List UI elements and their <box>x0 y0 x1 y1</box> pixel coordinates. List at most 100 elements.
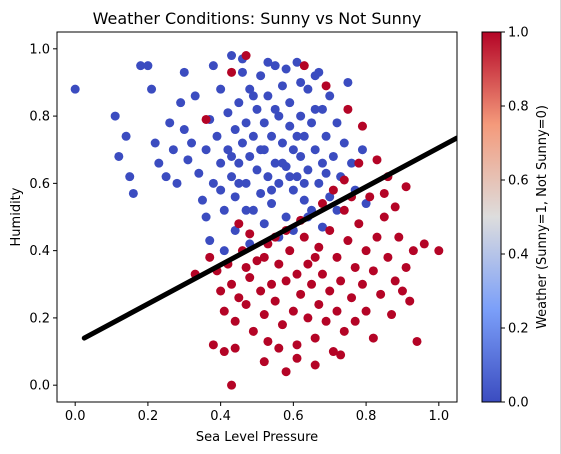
not-sunny-point <box>296 111 306 121</box>
not-sunny-point <box>277 138 287 148</box>
not-sunny-point <box>310 145 320 155</box>
sunny-point <box>394 232 404 242</box>
colorbar-label: Weather (Sunny=1, Not Sunny=0) <box>535 105 550 329</box>
sunny-point <box>372 232 382 242</box>
sunny-point <box>379 212 389 222</box>
sunny-point <box>357 279 367 289</box>
sunny-point <box>339 175 349 185</box>
x-tick-label: 0.6 <box>283 409 304 424</box>
not-sunny-point <box>241 205 251 215</box>
not-sunny-point <box>183 155 193 165</box>
not-sunny-point <box>314 178 324 188</box>
sunny-point <box>307 279 317 289</box>
sunny-point <box>303 259 313 269</box>
not-sunny-point <box>234 98 244 108</box>
not-sunny-point <box>317 104 327 114</box>
not-sunny-point <box>299 131 309 141</box>
sunny-point <box>241 262 251 272</box>
not-sunny-point <box>230 225 240 235</box>
sunny-point <box>357 121 367 131</box>
not-sunny-point <box>299 178 309 188</box>
not-sunny-point <box>201 212 211 222</box>
not-sunny-point <box>216 185 226 195</box>
not-sunny-point <box>161 172 171 182</box>
not-sunny-point <box>256 188 266 198</box>
not-sunny-point <box>245 151 255 161</box>
sunny-point <box>263 336 273 346</box>
not-sunny-point <box>230 125 240 135</box>
sunny-point <box>434 246 444 256</box>
not-sunny-point <box>208 61 218 71</box>
y-tick-label: 0.6 <box>29 177 50 192</box>
not-sunny-point <box>347 158 357 168</box>
sunny-point <box>219 306 229 316</box>
not-sunny-point <box>325 192 335 202</box>
sunny-point <box>248 326 258 336</box>
not-sunny-point <box>219 246 229 256</box>
sunny-point <box>376 289 386 299</box>
not-sunny-point <box>339 138 349 148</box>
sunny-point <box>288 306 298 316</box>
not-sunny-point <box>274 178 284 188</box>
not-sunny-point <box>143 61 153 71</box>
not-sunny-point <box>263 172 273 182</box>
not-sunny-point <box>216 84 226 94</box>
sunny-point <box>292 353 302 363</box>
not-sunny-point <box>223 108 233 118</box>
sunny-point <box>270 296 280 306</box>
sunny-point <box>314 242 324 252</box>
sunny-point <box>241 51 251 61</box>
not-sunny-point <box>197 195 207 205</box>
sunny-point <box>259 357 269 367</box>
colorbar-tick-label: 1.0 <box>508 26 529 41</box>
not-sunny-point <box>176 98 186 108</box>
not-sunny-point <box>248 91 258 101</box>
not-sunny-point <box>237 67 247 77</box>
sunny-point <box>328 185 338 195</box>
not-sunny-point <box>201 145 211 155</box>
not-sunny-point <box>328 151 338 161</box>
not-sunny-point <box>296 151 306 161</box>
not-sunny-point <box>114 151 124 161</box>
sunny-point <box>390 276 400 286</box>
not-sunny-point <box>292 131 302 141</box>
not-sunny-point <box>263 91 273 101</box>
y-tick-label: 0.0 <box>29 379 50 394</box>
not-sunny-point <box>267 131 277 141</box>
x-tick-label: 0.2 <box>138 409 159 424</box>
not-sunny-point <box>317 158 327 168</box>
y-tick-label: 0.8 <box>29 110 50 125</box>
data-points <box>70 51 444 390</box>
sunny-point <box>201 114 211 124</box>
sunny-point <box>339 205 349 215</box>
not-sunny-point <box>227 51 237 61</box>
sunny-point <box>292 269 302 279</box>
sunny-point <box>412 336 422 346</box>
not-sunny-point <box>187 138 197 148</box>
not-sunny-point <box>219 205 229 215</box>
not-sunny-point <box>332 118 342 128</box>
not-sunny-point <box>190 91 200 101</box>
y-axis-label: Humidity <box>9 187 24 246</box>
sunny-point <box>383 252 393 262</box>
sunny-point <box>390 202 400 212</box>
sunny-point <box>387 310 397 320</box>
not-sunny-point <box>299 195 309 205</box>
not-sunny-point <box>179 67 189 77</box>
x-axis: 0.0 0.2 0.4 0.6 0.8 1.0 <box>65 402 449 424</box>
sunny-point <box>277 320 287 330</box>
sunny-point <box>328 347 338 357</box>
sunny-point <box>350 316 360 326</box>
not-sunny-point <box>267 185 277 195</box>
colorbar-tick-label: 0.8 <box>508 100 529 115</box>
sunny-point <box>368 266 378 276</box>
sunny-point <box>401 182 411 192</box>
sunny-point <box>296 289 306 299</box>
x-tick-label: 0.8 <box>356 409 377 424</box>
not-sunny-point <box>234 158 244 168</box>
not-sunny-point <box>179 125 189 135</box>
not-sunny-point <box>154 158 164 168</box>
not-sunny-point <box>310 104 320 114</box>
sunny-point <box>343 104 353 114</box>
